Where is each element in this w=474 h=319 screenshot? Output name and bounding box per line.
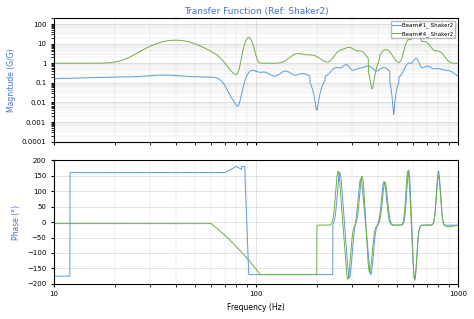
Beam#4_ Shaker2: [413, 22, 419, 26]
Beam#4_ Shaker2: [444, 57, 449, 61]
Beam#1_ Shaker2: [369, 66, 375, 70]
Beam#4_ Shaker2: [237, 65, 243, 69]
Beam#4_ Shaker2: [247, 37, 253, 41]
Legend: Beam#1_ Shaker2, Beam#4_ Shaker2: Beam#1_ Shaker2, Beam#4_ Shaker2: [391, 21, 456, 38]
Beam#4_ Shaker2: [72, 61, 77, 65]
Line: Beam#1_ Shaker2: Beam#1_ Shaker2: [54, 58, 458, 115]
Beam#1_ Shaker2: [72, 76, 77, 80]
Beam#1_ Shaker2: [237, 100, 243, 104]
Line: Beam#4_ Shaker2: Beam#4_ Shaker2: [54, 24, 458, 89]
Y-axis label: Magnitude (G/G): Magnitude (G/G): [7, 48, 16, 112]
Beam#4_ Shaker2: [370, 87, 375, 91]
Beam#4_ Shaker2: [369, 87, 375, 91]
X-axis label: Frequency (Hz): Frequency (Hz): [227, 303, 285, 312]
Beam#1_ Shaker2: [455, 74, 461, 78]
Beam#1_ Shaker2: [413, 56, 419, 60]
Title: Transfer Function (Ref: Shaker2): Transfer Function (Ref: Shaker2): [183, 7, 328, 16]
Beam#1_ Shaker2: [444, 68, 449, 72]
Beam#1_ Shaker2: [247, 69, 253, 73]
Beam#4_ Shaker2: [51, 61, 57, 65]
Y-axis label: Phase (°): Phase (°): [12, 204, 21, 240]
Beam#4_ Shaker2: [444, 57, 449, 61]
Beam#1_ Shaker2: [391, 113, 396, 116]
Beam#4_ Shaker2: [455, 61, 461, 65]
Beam#1_ Shaker2: [51, 77, 57, 81]
Beam#1_ Shaker2: [444, 68, 449, 72]
